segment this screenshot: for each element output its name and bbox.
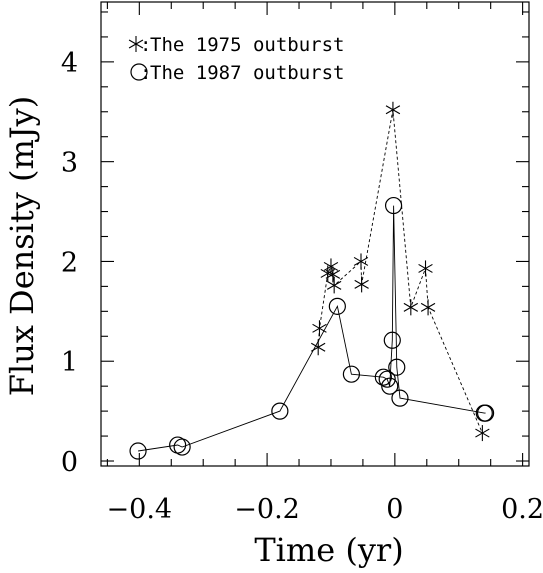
y-tick-label: 4 [61,48,78,79]
legend-marker-asterisk [128,36,144,52]
data-point-circle [391,389,409,407]
data-point-circle [173,438,191,456]
data-point-asterisk [310,339,326,356]
data-point-circle [381,377,399,395]
data-point-circle [388,358,406,376]
legend: The 1975 outburst : : The 1987 outburst [128,34,344,84]
data-point-circle [383,331,401,349]
series-line-1 [138,205,486,452]
x-tick-label: −0.2 [234,494,300,525]
data-point-circle [476,404,495,422]
y-tick-label: 3 [61,148,78,179]
data-point-asterisk [420,299,436,316]
y-tick-label: 0 [61,447,78,478]
data-point-asterisk [323,258,339,275]
tick-labels: −0.4 −0.2 0 0.2 0 1 2 3 4 [61,48,543,525]
data-point-asterisk [326,277,342,294]
data-point-circle [374,368,392,386]
x-tick-label: −0.4 [107,494,173,525]
data-point-circle [328,297,346,315]
data-point-asterisk [418,260,433,277]
legend-asterisk-shape [128,36,144,52]
data-point-circle [384,196,403,215]
axis-ticks [101,2,529,466]
x-tick-label: 0 [386,494,403,525]
data-point-asterisk [325,266,341,283]
data-point-circle [129,442,147,460]
legend-colon-1987: : [140,62,151,84]
legend-label-1987: The 1987 outburst [150,62,344,84]
data-point-asterisk [385,101,401,118]
legend-label-1975: The 1975 outburst [150,34,344,56]
y-tick-label: 2 [61,247,78,278]
legend-marker-circle [130,63,148,81]
data-point-asterisk [312,320,327,337]
x-tick-label: 0.2 [501,494,543,525]
data-point-asterisk [354,276,369,293]
y-tick-label: 1 [61,347,78,378]
plot-frame [100,1,530,467]
data-point-circle [378,370,396,388]
data-point-circle [342,365,361,383]
series-markers [129,101,495,460]
data-point-asterisk [475,425,490,442]
data-point-asterisk [403,299,419,316]
legend-circle-shape [130,63,148,81]
series-lines [138,109,486,452]
legend-colon-1975: : [140,34,151,56]
data-point-circle [271,402,289,420]
series-line-0 [317,109,483,434]
data-point-asterisk [353,253,369,270]
y-axis-title: Flux Density (mJy) [3,96,41,396]
x-axis-title: Time (yr) [254,531,403,569]
